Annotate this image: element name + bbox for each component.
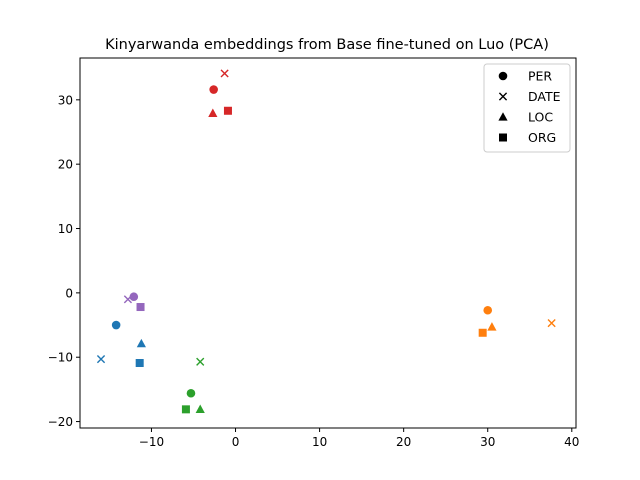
y-tick-label: −10 xyxy=(48,351,73,365)
legend-label: DATE xyxy=(528,89,561,104)
legend-box xyxy=(483,63,571,153)
data-point-circle xyxy=(209,85,218,94)
x-tick-label: 30 xyxy=(480,435,495,449)
legend-marker-circle xyxy=(498,71,508,81)
legend-marker-square xyxy=(499,133,507,142)
x-tick-label: 0 xyxy=(232,435,240,449)
plot-frame xyxy=(79,57,577,429)
data-point-square xyxy=(135,359,144,368)
data-points xyxy=(96,69,556,414)
legend: PER DATE LOC ORG xyxy=(483,63,571,153)
data-point-circle xyxy=(111,320,121,330)
data-point-square xyxy=(181,405,190,414)
legend-label: LOC xyxy=(528,110,553,125)
axes: −10 0 10 20 30 40 −20 −10 0 10 20 30 xyxy=(48,93,580,449)
data-point-triangle xyxy=(136,338,146,348)
data-point-x xyxy=(196,357,205,366)
data-point-x xyxy=(96,355,106,364)
data-point-square xyxy=(223,106,232,115)
legend-label: PER xyxy=(528,69,552,84)
y-tick-label: 20 xyxy=(58,158,73,172)
data-point-triangle xyxy=(487,322,497,331)
data-point-square xyxy=(478,328,487,337)
data-point-triangle xyxy=(195,404,205,413)
x-tick-label: 40 xyxy=(564,435,579,449)
legend-label: ORG xyxy=(528,130,556,145)
data-point-circle xyxy=(483,305,493,315)
data-point-x xyxy=(220,69,229,78)
y-tick-label: −20 xyxy=(48,415,73,429)
data-point-x xyxy=(123,295,133,304)
legend-marker-x xyxy=(498,92,508,101)
legend-marker-triangle xyxy=(498,112,508,121)
data-point-x xyxy=(547,319,556,328)
chart-title: Kinyarwanda embeddings from Base fine-tu… xyxy=(105,37,549,53)
y-tick-label: 0 xyxy=(65,286,73,300)
data-point-circle xyxy=(129,292,139,302)
x-tick-label: 10 xyxy=(312,435,327,449)
data-point-triangle xyxy=(208,108,218,117)
y-tick-label: 10 xyxy=(58,222,73,236)
data-point-square xyxy=(136,303,145,312)
y-tick-label: 30 xyxy=(58,93,73,107)
data-point-circle xyxy=(186,388,196,398)
x-tick-label: −10 xyxy=(139,435,164,449)
x-tick-label: 20 xyxy=(396,435,411,449)
